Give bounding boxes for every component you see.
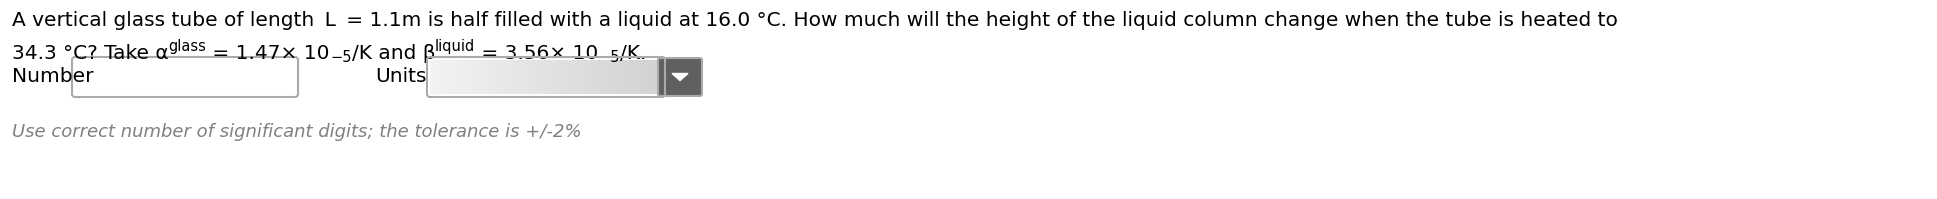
- Text: = 3.56× 10: = 3.56× 10: [475, 44, 599, 63]
- Text: /K and β: /K and β: [351, 44, 436, 63]
- FancyBboxPatch shape: [72, 57, 298, 97]
- Text: glass: glass: [169, 39, 207, 54]
- Text: Units: Units: [376, 67, 426, 87]
- Text: 34.3 °C? Take α: 34.3 °C? Take α: [12, 44, 169, 63]
- Text: = 1.47× 10: = 1.47× 10: [207, 44, 329, 63]
- Text: −5: −5: [329, 50, 351, 65]
- Text: Use correct number of significant digits; the tolerance is +/-2%: Use correct number of significant digits…: [12, 123, 581, 141]
- FancyBboxPatch shape: [659, 58, 701, 96]
- Polygon shape: [672, 73, 688, 81]
- Text: liquid: liquid: [436, 39, 475, 54]
- Text: /K.: /K.: [620, 44, 647, 63]
- Text: A vertical glass tube of length  L  = 1.1m is half filled with a liquid at 16.0 : A vertical glass tube of length L = 1.1m…: [12, 11, 1617, 30]
- Text: Number: Number: [12, 67, 93, 87]
- Text: −5: −5: [599, 50, 620, 65]
